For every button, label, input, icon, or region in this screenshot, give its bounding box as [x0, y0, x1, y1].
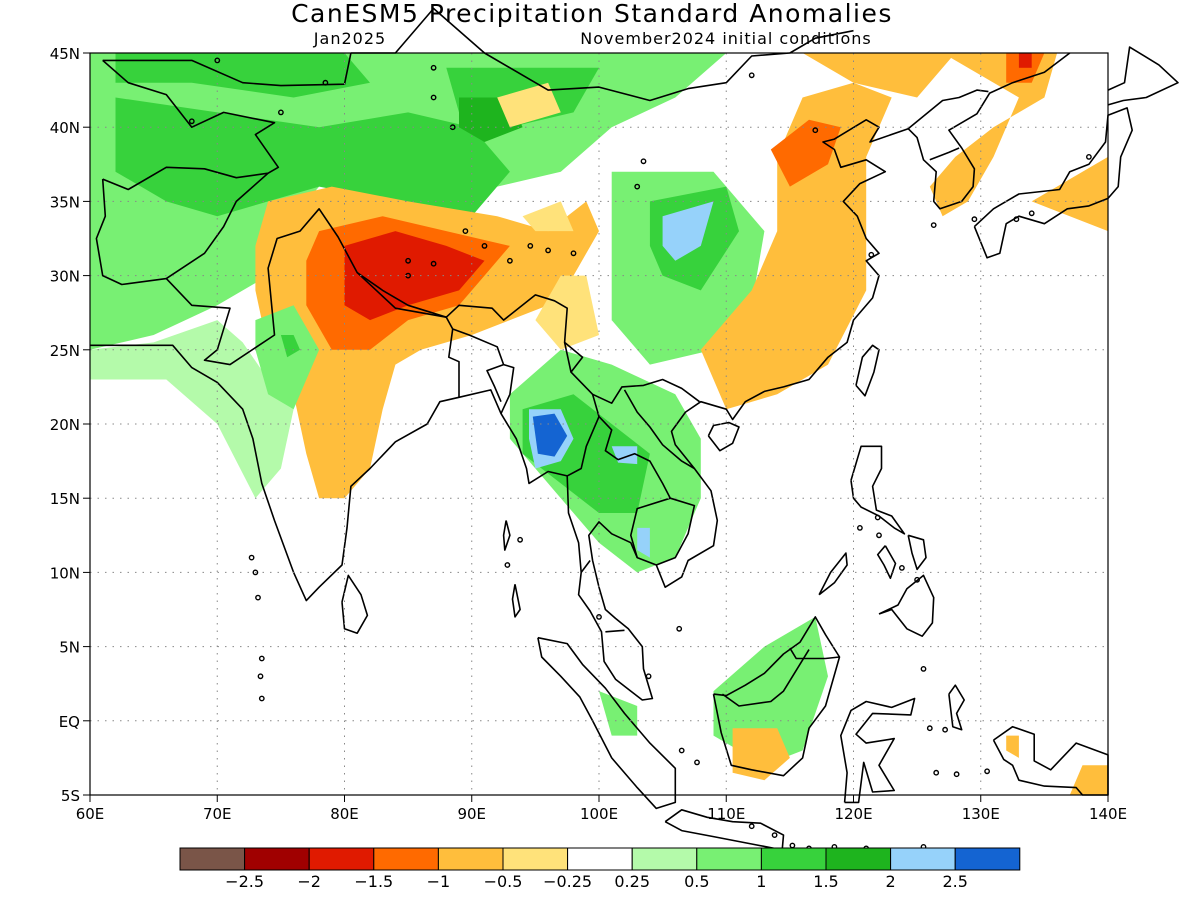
colorbar-label: −0.25: [543, 872, 592, 891]
colorbar-swatch: [244, 847, 310, 871]
initial-conditions: November2024 initial conditions: [580, 29, 871, 48]
colorbar-swatch: [760, 847, 827, 871]
lat-tick-label: 5N: [59, 639, 80, 657]
lat-tick-label: 40N: [50, 119, 80, 137]
colorbar-swatch: [502, 847, 569, 871]
lat-tick-label: 35N: [50, 193, 80, 211]
lat-tick-label: 30N: [50, 268, 80, 286]
colorbar-swatch: [631, 847, 698, 871]
lon-tick-label: 80E: [330, 805, 359, 823]
lat-tick-label: 10N: [50, 564, 80, 582]
colorbar-swatch: [308, 847, 375, 871]
colorbar-label: 0.25: [614, 872, 650, 891]
colorbar-label: 1: [756, 872, 766, 891]
lon-tick-label: 130E: [962, 805, 1000, 823]
colorbar-swatch: [179, 847, 246, 871]
graticule: [90, 53, 1108, 795]
lon-tick-label: 100E: [580, 805, 618, 823]
axis-ticks: 60E 70E 80E 90E 100E 110E 120E 130E 140E 45N 40N 35…: [50, 45, 1127, 823]
coastlines: [90, 7, 1179, 852]
colorbar-label: 1.5: [813, 872, 838, 891]
lon-tick-label: 90E: [457, 805, 486, 823]
colorbar-label: −1: [427, 872, 451, 891]
lat-tick-label: 45N: [50, 45, 80, 63]
colorbar-swatch: [437, 847, 504, 871]
anomaly-shading: [90, 53, 1108, 795]
lat-tick-label: 20N: [50, 416, 80, 434]
lat-tick-label: 5S: [61, 787, 80, 805]
colorbar-label: 2: [886, 872, 896, 891]
lon-tick-label: 110E: [707, 805, 745, 823]
colorbar-swatch: [890, 847, 956, 871]
colorbar-label: 0.5: [684, 872, 709, 891]
colorbar-label: −1.5: [354, 872, 393, 891]
colorbar-label: −0.5: [484, 872, 523, 891]
lon-tick-label: 140E: [1089, 805, 1127, 823]
map-title: CanESM5 Precipitation Standard Anomalies: [291, 0, 893, 28]
colorbar-swatch: [954, 847, 1021, 871]
colorbar-swatch: [373, 847, 439, 871]
lat-tick-label: EQ: [59, 713, 80, 731]
colorbar-swatch: [825, 847, 892, 871]
colorbar-label: −2: [297, 872, 321, 891]
colorbar-label: −2.5: [225, 872, 264, 891]
lon-tick-label: 70E: [203, 805, 232, 823]
colorbar-swatch: [567, 847, 633, 871]
lat-tick-label: 15N: [50, 490, 80, 508]
colorbar-swatch: [696, 847, 762, 871]
colorbar-label: 2.5: [942, 872, 967, 891]
forecast-month: Jan2025: [313, 29, 386, 48]
lon-tick-label: 120E: [834, 805, 872, 823]
lon-tick-label: 60E: [76, 805, 105, 823]
lat-tick-label: 25N: [50, 342, 80, 360]
colorbar: −2.5 −2 −1.5 −1 −0.5 −0.25 0.25 0.5 1 1.5 2 2.5: [179, 847, 1021, 891]
